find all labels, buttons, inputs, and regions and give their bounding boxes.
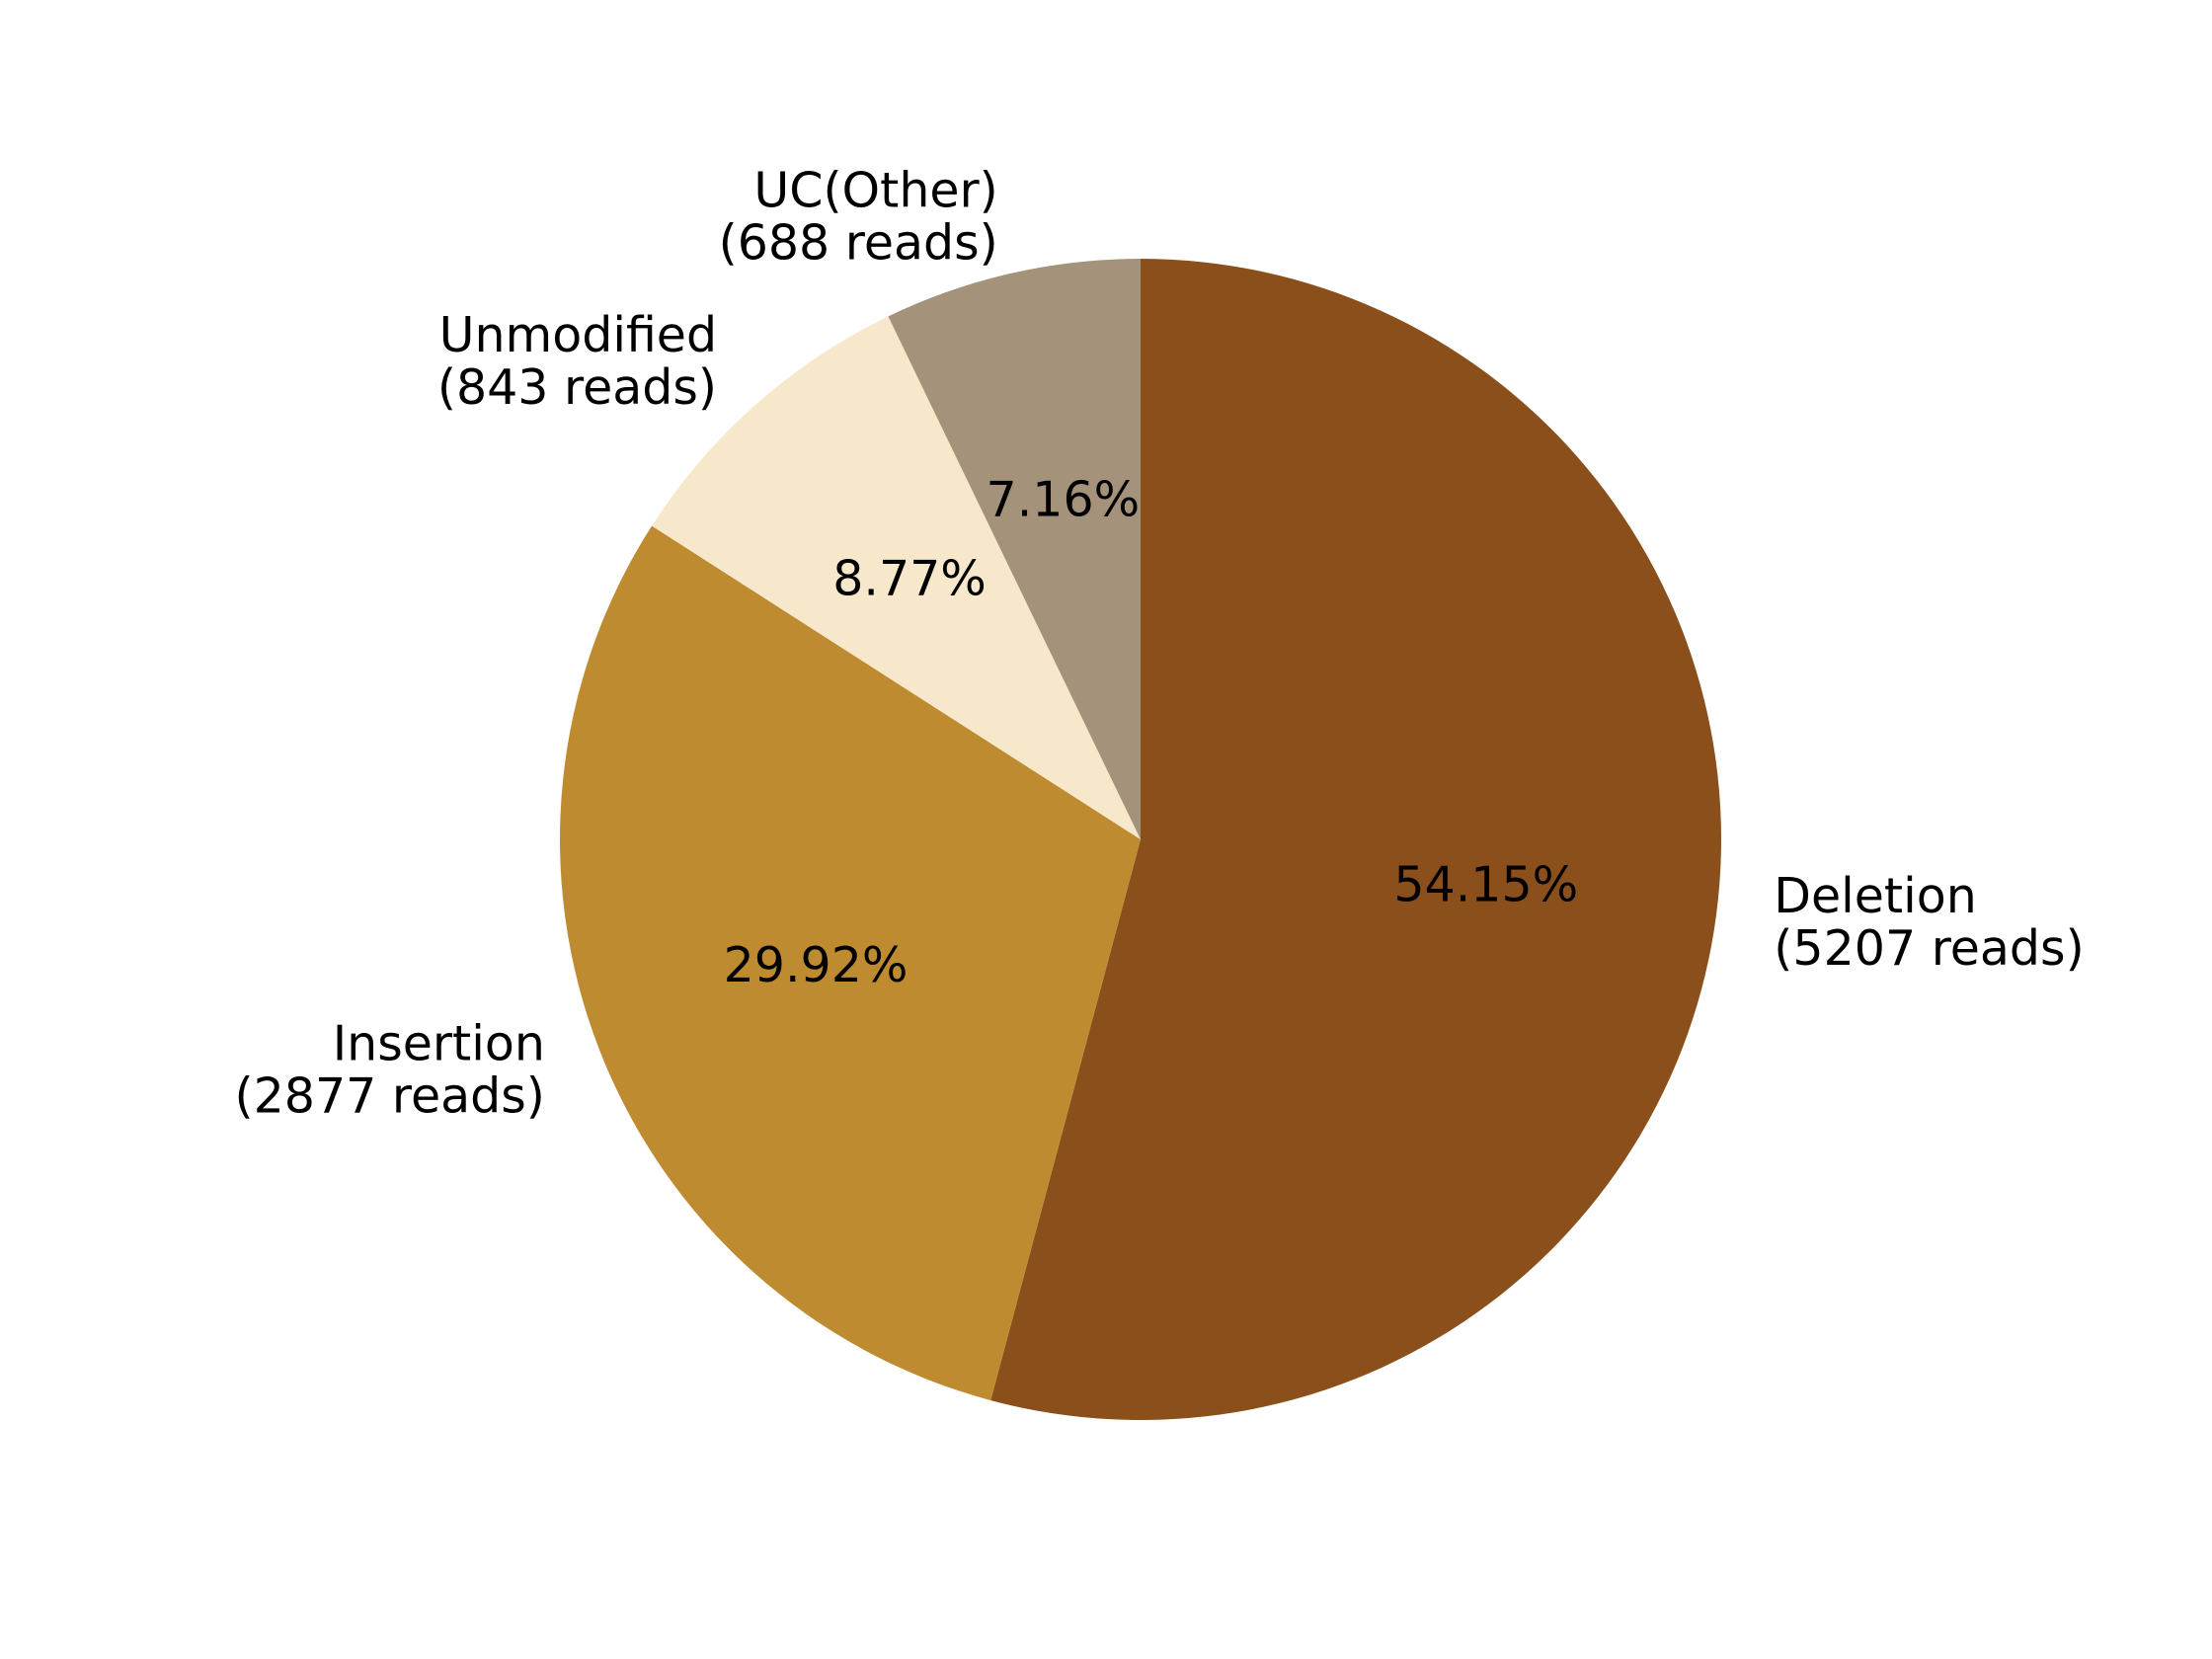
pie-slice-unmodified — [652, 316, 1141, 839]
slice-label-name: Deletion — [1774, 868, 1977, 924]
labels-layer: 54.15% Deletion (5207 reads) 29.92% Insertio… — [235, 162, 2085, 1124]
pie-slice-insertion — [560, 525, 1141, 1401]
percent-label: 54.15% — [1393, 856, 1578, 912]
pie-slice-uc-other — [888, 259, 1141, 839]
percent-label: 8.77% — [832, 550, 987, 606]
slice-label: Unmodified (843 reads) — [437, 307, 717, 416]
slice-label-count: (843 reads) — [437, 359, 717, 416]
slice-label-count: (688 reads) — [719, 214, 998, 271]
slice-label-name: Insertion — [333, 1016, 545, 1072]
slice-label-name: UC(Other) — [753, 162, 997, 218]
slice-label-name: Unmodified — [439, 307, 717, 363]
slice-label-count: (2877 reads) — [235, 1068, 545, 1125]
slice-label: Insertion (2877 reads) — [235, 1016, 545, 1125]
pie-slice-deletion — [990, 259, 1721, 1420]
slices-layer — [560, 259, 1721, 1420]
slice-label: UC(Other) (688 reads) — [719, 162, 998, 271]
percent-label: 29.92% — [724, 937, 908, 993]
slice-label: Deletion (5207 reads) — [1774, 868, 2084, 977]
percent-label: 7.16% — [987, 472, 1141, 528]
slice-label-count: (5207 reads) — [1774, 920, 2084, 977]
